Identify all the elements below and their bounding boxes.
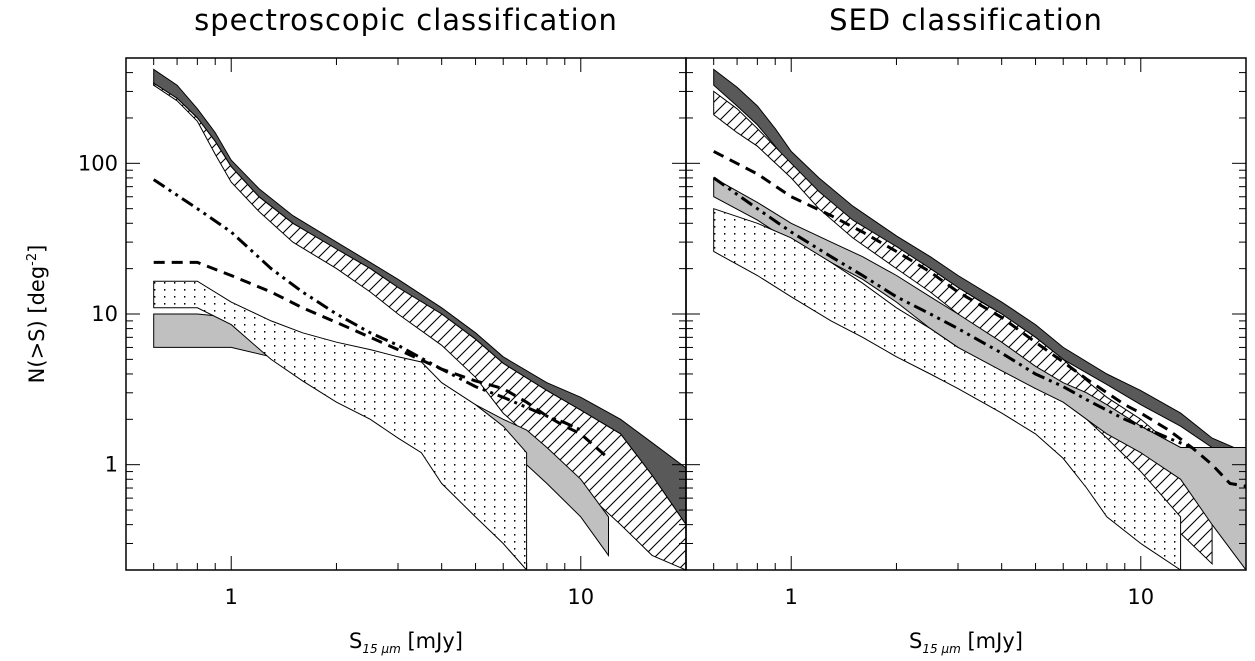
x-tick-label: 10	[1127, 585, 1154, 609]
band-gray	[713, 177, 1246, 570]
x-axis-label: S15 μm [mJy]	[909, 629, 1023, 656]
y-tick-label: 10	[91, 302, 118, 326]
x-tick-label: 10	[567, 585, 594, 609]
line-dashed	[153, 260, 610, 460]
x-tick-label: 1	[225, 585, 238, 609]
panel-spectroscopic: spectroscopic classification 1 10 1 10 100	[78, 3, 687, 609]
band-dots	[153, 280, 528, 570]
y-axis-label: N(>S) [deg-2]	[25, 245, 49, 384]
x-tick-label: 1	[785, 585, 798, 609]
band-hatch	[713, 90, 1213, 565]
x-axis-label: S15 μm [mJy]	[349, 629, 463, 656]
line-dashed	[713, 150, 1246, 488]
panel-sed: SED classification 1 10	[685, 3, 1247, 609]
plot-area	[712, 68, 1246, 570]
y-tick-label: 1	[105, 453, 118, 477]
plot-area	[152, 68, 686, 570]
y-tick-label: 100	[78, 151, 118, 175]
panel-title: SED classification	[829, 3, 1103, 37]
axis-ticks: 1 10 1 10 100	[78, 57, 687, 609]
band-hatch	[153, 82, 686, 570]
panel-title: spectroscopic classification	[194, 3, 618, 37]
line-dashdotdot	[712, 176, 1193, 449]
band-dots	[713, 208, 1182, 570]
plot-frame	[685, 57, 1247, 571]
